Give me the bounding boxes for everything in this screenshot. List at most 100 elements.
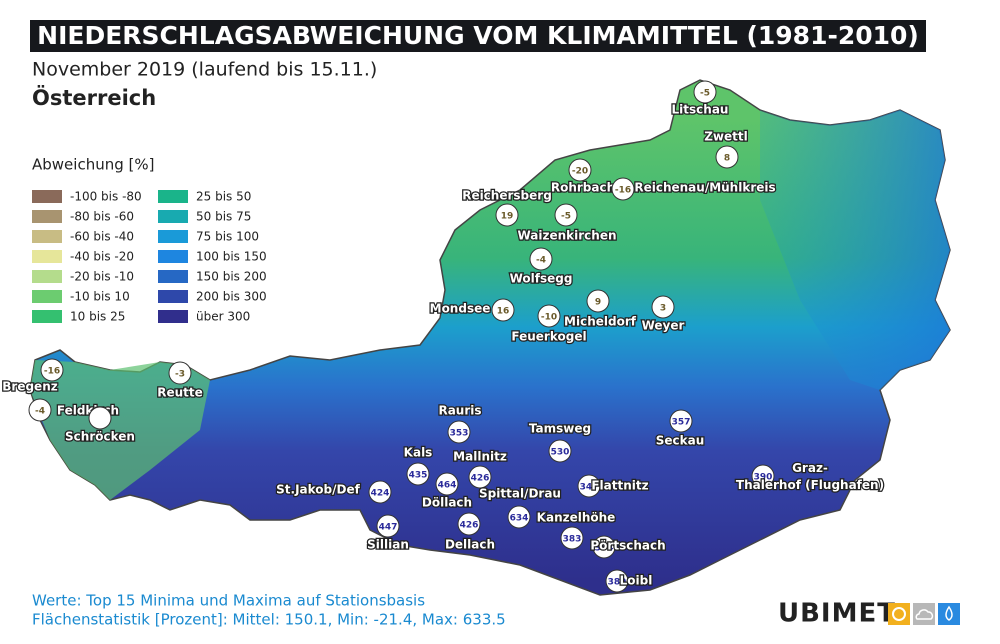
station-marker [468,465,492,489]
legend-swatch [158,250,188,263]
station-name: Reichenau/Mühlkreis [634,181,775,195]
station-name: Reutte [157,386,203,400]
station-value: 353 [450,429,469,439]
station-marker [368,480,392,504]
legend-label: 10 bis 25 [70,310,125,324]
legend-label: 150 bis 200 [196,270,267,284]
legend-label: 100 bis 150 [196,250,267,264]
map [29,79,951,596]
station-value: 16 [497,307,510,317]
station: 426 Mallnitz [452,448,508,489]
station-value: 530 [551,448,570,458]
station-marker [457,512,481,536]
station-value: 447 [379,523,398,533]
station-name: Waizenkirchen [517,229,616,243]
station-name: Wolfsegg [510,272,573,286]
legend-label: -60 bis -40 [70,230,134,244]
station-marker [40,358,64,382]
station: 447 Sillian [366,514,410,553]
station-name: Graz-Thalerhof (Flughafen) [736,461,884,492]
station-marker [435,472,459,496]
logo-sun [888,603,910,625]
station-value: 3 [660,304,666,314]
station-name: Kanzelhöhe [537,511,616,525]
station-marker [693,80,717,104]
station-value: -5 [700,89,710,99]
station-marker [529,247,553,271]
station-name: Dellach [445,538,495,552]
station: -3 Reutte [156,361,204,401]
station-marker [669,409,693,433]
station-marker [548,439,572,463]
station: -5 Litschau [670,80,730,118]
region: Österreich [32,85,156,110]
station-value: 9 [595,298,601,308]
station-marker [88,406,112,430]
station-value: 357 [672,418,691,428]
legend-label: -100 bis -80 [70,190,142,204]
legend-swatch [32,270,62,283]
station-name: Schröcken [65,430,135,444]
legend-swatch [158,310,188,323]
legend-swatch [32,210,62,223]
station-value: 347 [580,483,599,493]
station: -10 Feuerkogel [510,304,588,345]
title: NIEDERSCHLAGSABWEICHUNG VOM KLIMAMITTEL … [37,21,919,50]
station-marker [605,569,629,593]
station-value: 19 [501,212,514,222]
station-name: Micheldorf [564,315,637,329]
station: 464 Döllach [421,472,473,511]
station-name: Bregenz [2,380,57,394]
station-value: -4 [536,256,546,266]
station-marker [507,505,531,529]
station-value: 634 [510,514,529,524]
legend-label: 200 bis 300 [196,290,267,304]
station-name: Tamsweg [529,422,591,436]
legend-label: 50 bis 75 [196,210,251,224]
station: 634 Spittal/Drau [478,485,562,529]
station: 383 Kanzelhöhe [535,509,617,550]
legend-swatch [32,290,62,303]
legend: Abweichung [%] -100 bis -80 -80 bis -60 -6… [32,156,267,324]
legend-swatch [32,310,62,323]
station-marker [491,298,515,322]
legend-label: 25 bis 50 [196,190,251,204]
station-value: -16 [615,186,631,196]
station-value: -16 [44,367,60,377]
station-marker [447,420,471,444]
station-marker [537,304,561,328]
station-value: 424 [371,489,390,499]
station-value: 464 [438,481,457,491]
station-value: -10 [541,313,557,323]
station-marker [751,464,775,488]
station-name: Kals [404,446,433,460]
station: 8 Zwettl [703,128,749,169]
station: -16 Reichenau/Mühlkreis [611,177,777,201]
station-name: Litschau [672,103,729,117]
station-value: 354 [595,544,614,554]
station: 3 Weyer [640,295,686,334]
station-name: Zwettl [704,130,748,144]
station-name: Sillian [367,538,409,552]
station: 9 Micheldorf [563,289,638,330]
legend-swatch [158,190,188,203]
station-name: Seckau [656,434,705,448]
station-value: 426 [460,521,479,531]
legend-label: -20 bis -10 [70,270,134,284]
station: -5 Waizenkirchen [516,203,618,244]
station-value: -5 [561,212,571,222]
station-marker [568,158,592,182]
legend-swatch [32,250,62,263]
station-name: Loibl [620,574,653,588]
legend-title: Abweichung [%] [32,156,154,174]
station-value: 390 [754,473,773,483]
station-marker [406,462,430,486]
station-value: 389 [608,578,627,588]
logo-drop [938,603,960,625]
legend-label: über 300 [196,310,250,324]
station-marker [168,361,192,385]
legend-label: -80 bis -60 [70,210,134,224]
